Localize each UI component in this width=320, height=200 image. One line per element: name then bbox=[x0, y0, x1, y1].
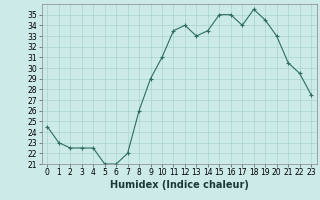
X-axis label: Humidex (Indice chaleur): Humidex (Indice chaleur) bbox=[110, 180, 249, 190]
